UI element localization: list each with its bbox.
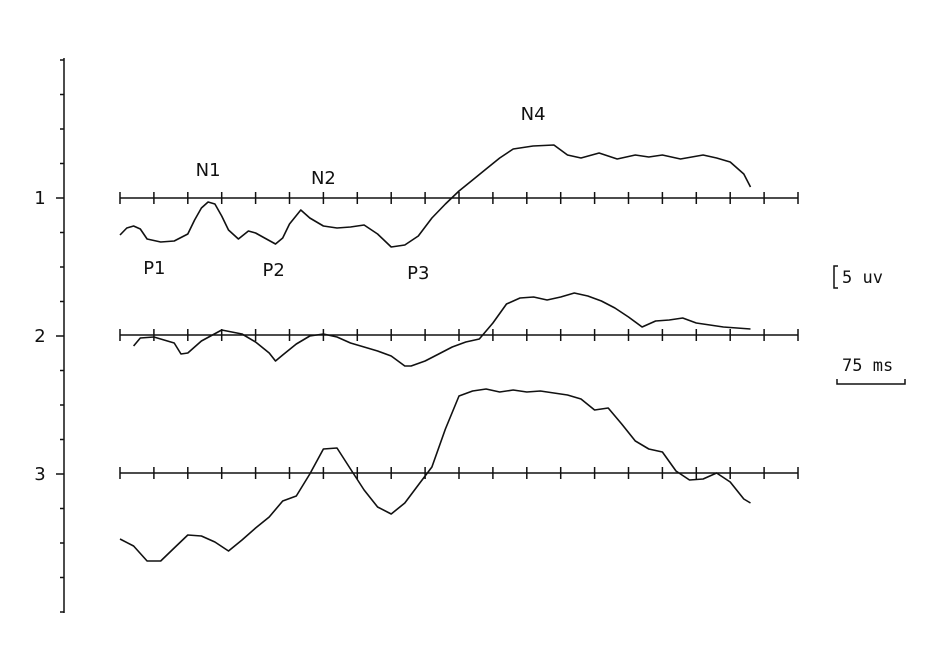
- trace-channel-2: [132, 292, 751, 367]
- trace-channel-3: [119, 388, 751, 562]
- channel-label-1: 1: [34, 188, 45, 209]
- channel-label-3: 3: [34, 464, 45, 485]
- scale-bar: 5 uv 75 ms: [833, 265, 906, 385]
- time-scale-bar: [836, 379, 906, 385]
- y-axis: [56, 58, 65, 613]
- channel-labels: 1 2 3: [34, 188, 45, 485]
- amplitude-scale-bracket: [833, 265, 838, 289]
- peak-label-n4: N4: [521, 104, 546, 125]
- peak-label-p3: P3: [407, 263, 429, 284]
- peak-annotations: N1 N2 N4 P1 P2 P3: [143, 104, 545, 284]
- peak-label-n1: N1: [196, 160, 221, 181]
- peak-label-p2: P2: [263, 260, 285, 281]
- traces: [119, 144, 752, 562]
- baselines: [119, 192, 799, 479]
- peak-label-n2: N2: [311, 168, 336, 189]
- channel-label-2: 2: [34, 326, 45, 347]
- peak-label-p1: P1: [143, 258, 165, 279]
- time-scale-label: 75 ms: [842, 356, 893, 376]
- amplitude-scale-label: 5 uv: [842, 268, 883, 288]
- trace-channel-1: [119, 144, 752, 248]
